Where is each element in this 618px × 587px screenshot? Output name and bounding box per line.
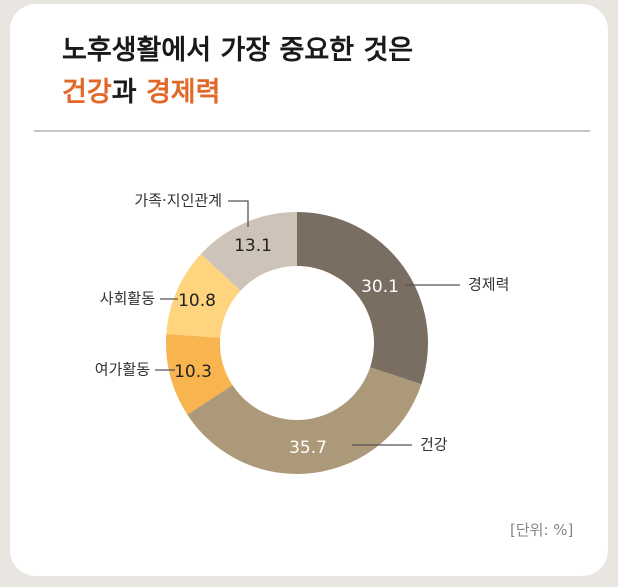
slice-economy: [297, 212, 429, 385]
value-label-economy: 30.1: [361, 277, 399, 297]
value-label-family: 13.1: [234, 236, 272, 256]
category-label-social: 사회활동: [100, 290, 155, 308]
page-title: 노후생활에서 가장 중요한 것은 건강과 경제력: [62, 30, 413, 114]
value-label-social: 10.8: [178, 291, 216, 311]
slice-health: [187, 367, 422, 475]
title-connector: 과: [111, 77, 146, 108]
chart-card: [10, 4, 608, 576]
title-highlight-health: 건강: [62, 77, 112, 108]
slice-family: [200, 212, 297, 291]
category-label-family: 가족·지인관계: [134, 192, 222, 210]
category-label-economy: 경제력: [468, 276, 509, 294]
slice-leisure: [165, 333, 233, 415]
category-label-health: 건강: [420, 436, 448, 454]
value-label-leisure: 10.3: [174, 362, 212, 382]
slice-social: [166, 253, 241, 338]
title-divider: [34, 130, 590, 132]
title-highlight-economy: 경제력: [145, 77, 221, 108]
value-label-health: 35.7: [289, 438, 327, 458]
category-label-leisure: 여가활동: [95, 361, 150, 379]
leader-line-family: [228, 200, 249, 227]
unit-label: [단위: %]: [510, 521, 574, 539]
title-line-1: 노후생활에서 가장 중요한 것은: [62, 35, 414, 66]
